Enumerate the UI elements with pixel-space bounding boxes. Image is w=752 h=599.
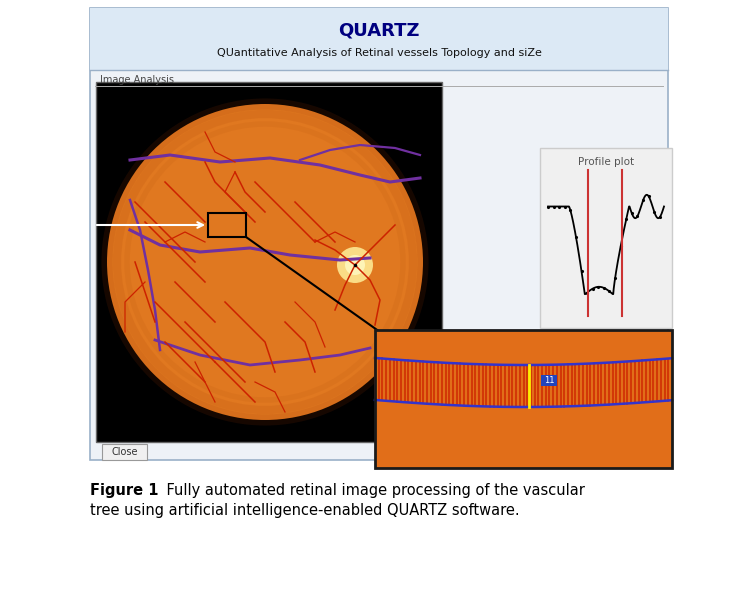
Bar (375, 330, 672, 468)
Bar (96, 82, 442, 442)
Text: tree using artificial intelligence-enabled QUARTZ software.: tree using artificial intelligence-enabl… (90, 503, 520, 518)
Text: 11: 11 (544, 377, 555, 386)
Circle shape (345, 255, 365, 275)
Bar (208, 213, 246, 237)
Bar (90, 8, 668, 70)
Bar (90, 8, 668, 460)
Bar (375, 330, 672, 468)
Circle shape (107, 104, 423, 420)
Bar (375, 330, 672, 468)
Text: Image Analysis: Image Analysis (100, 75, 174, 85)
Bar (102, 444, 147, 460)
Text: Figure 1: Figure 1 (90, 483, 159, 498)
Text: QUantitative Analysis of Retinal vessels Topology and siZe: QUantitative Analysis of Retinal vessels… (217, 48, 541, 58)
Text: Profile plot: Profile plot (578, 157, 634, 167)
Text: QUARTZ: QUARTZ (338, 21, 420, 39)
Bar (540, 148, 672, 328)
Text: Close: Close (111, 447, 138, 457)
Text: Fully automated retinal image processing of the vascular: Fully automated retinal image processing… (148, 483, 585, 498)
Circle shape (337, 247, 373, 283)
Bar (541, 376, 557, 386)
